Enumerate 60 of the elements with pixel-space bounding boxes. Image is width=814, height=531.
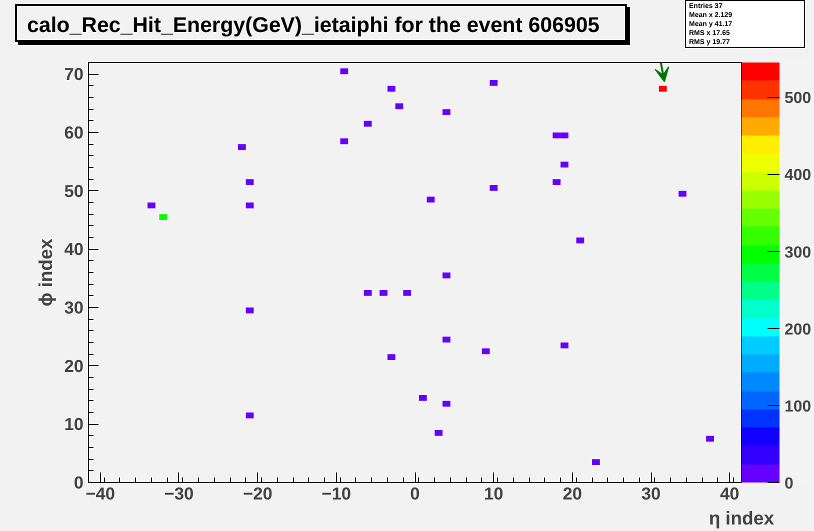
point: [246, 308, 254, 314]
x-tick-label: −40: [86, 484, 116, 504]
point: [238, 144, 246, 150]
point: [552, 132, 561, 138]
point: [159, 214, 168, 220]
point: [426, 196, 435, 202]
y-tick-label: 50: [64, 180, 84, 201]
point: [246, 202, 254, 208]
y-tick-label: 20: [64, 356, 84, 376]
point: [442, 272, 450, 278]
color-bar-label: 500: [784, 90, 812, 108]
y-tick-label: 30: [64, 298, 84, 318]
point: [560, 162, 568, 168]
point: [490, 80, 498, 86]
y-tick-label: 60: [64, 122, 84, 142]
x-tick-label: 0: [410, 484, 420, 504]
x-tick-label: 10: [484, 484, 504, 504]
point: [246, 412, 254, 418]
point: [592, 459, 600, 465]
x-tick-label: −10: [322, 484, 352, 504]
y-tick-label: 70: [64, 64, 84, 84]
y-tick-label: 40: [64, 239, 84, 260]
color-bar-label: 300: [784, 244, 812, 262]
x-tick-label: −20: [242, 484, 272, 504]
point: [340, 138, 348, 144]
point: [364, 120, 372, 127]
point: [403, 290, 412, 296]
point: [442, 400, 450, 407]
point: [490, 185, 498, 191]
point: [442, 336, 450, 342]
point: [434, 430, 443, 436]
point: [442, 109, 450, 115]
y-axis-title: ϕ index: [35, 238, 56, 306]
x-axis-title: η index: [708, 508, 775, 528]
point: [380, 290, 388, 296]
point: [418, 395, 427, 401]
point: [482, 348, 490, 354]
point: [560, 132, 568, 138]
point: [364, 290, 372, 296]
x-tick-label: 40: [720, 484, 740, 504]
color-bar-label: 400: [784, 167, 812, 184]
point: [340, 68, 348, 74]
point: [576, 238, 584, 244]
point: [552, 179, 561, 185]
point: [678, 190, 686, 197]
color-bar-label: 100: [784, 398, 812, 416]
x-tick-label: 30: [641, 484, 661, 504]
x-tick-label: 20: [562, 484, 582, 504]
point: [387, 86, 396, 92]
y-tick-label: 10: [64, 414, 84, 434]
chart-title: calo_Rec_Hit_Energy(GeV)_ietaiphi for the event 606905: [27, 12, 600, 39]
point: [395, 103, 404, 110]
x-tick-label: −30: [164, 484, 194, 504]
color-bar-label: 200: [784, 321, 812, 338]
point: [706, 436, 714, 442]
point: [246, 179, 254, 185]
point: [387, 354, 396, 360]
point: [560, 342, 568, 348]
point: [658, 86, 667, 92]
point: [148, 202, 156, 208]
